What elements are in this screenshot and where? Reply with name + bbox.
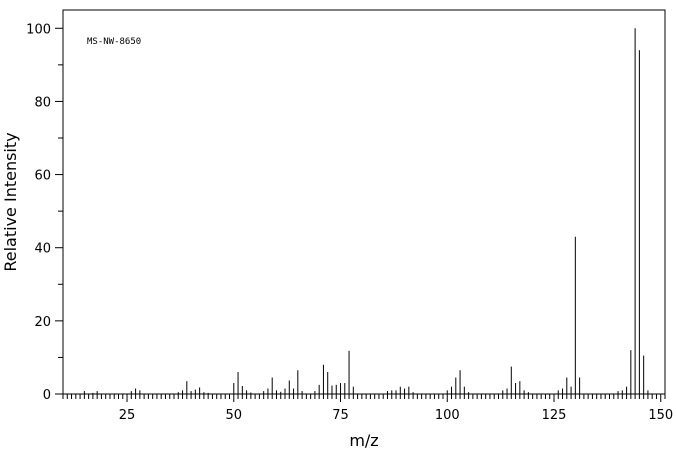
y-tick-label: 0: [43, 388, 51, 403]
x-axis-ticks: 25 50 75 100 125 150: [119, 408, 673, 423]
spectrum-peaks: [83, 28, 649, 394]
y-tick-label: 100: [26, 22, 51, 37]
spectrum-id-annotation: MS-NW-8650: [87, 37, 141, 47]
y-axis-title: Relative Intensity: [1, 132, 20, 271]
x-tick-label: 50: [226, 408, 243, 423]
x-tick-label: 125: [542, 408, 567, 423]
y-tick-label: 20: [34, 315, 51, 330]
y-tick-label: 60: [34, 169, 51, 184]
y-tick-label: 40: [34, 242, 51, 257]
x-tick-label: 25: [119, 408, 136, 423]
x-tick-label: 75: [332, 408, 349, 423]
x-tick-label: 150: [648, 408, 673, 423]
x-tick-label: 100: [435, 408, 460, 423]
y-tick-label: 80: [34, 95, 51, 110]
x-axis-title: m/z: [349, 431, 378, 450]
y-axis-ticks: 0 20 40 60 80 100: [26, 22, 63, 403]
x-minor-ticks: [62, 394, 666, 402]
plot-frame: [62, 9, 666, 395]
